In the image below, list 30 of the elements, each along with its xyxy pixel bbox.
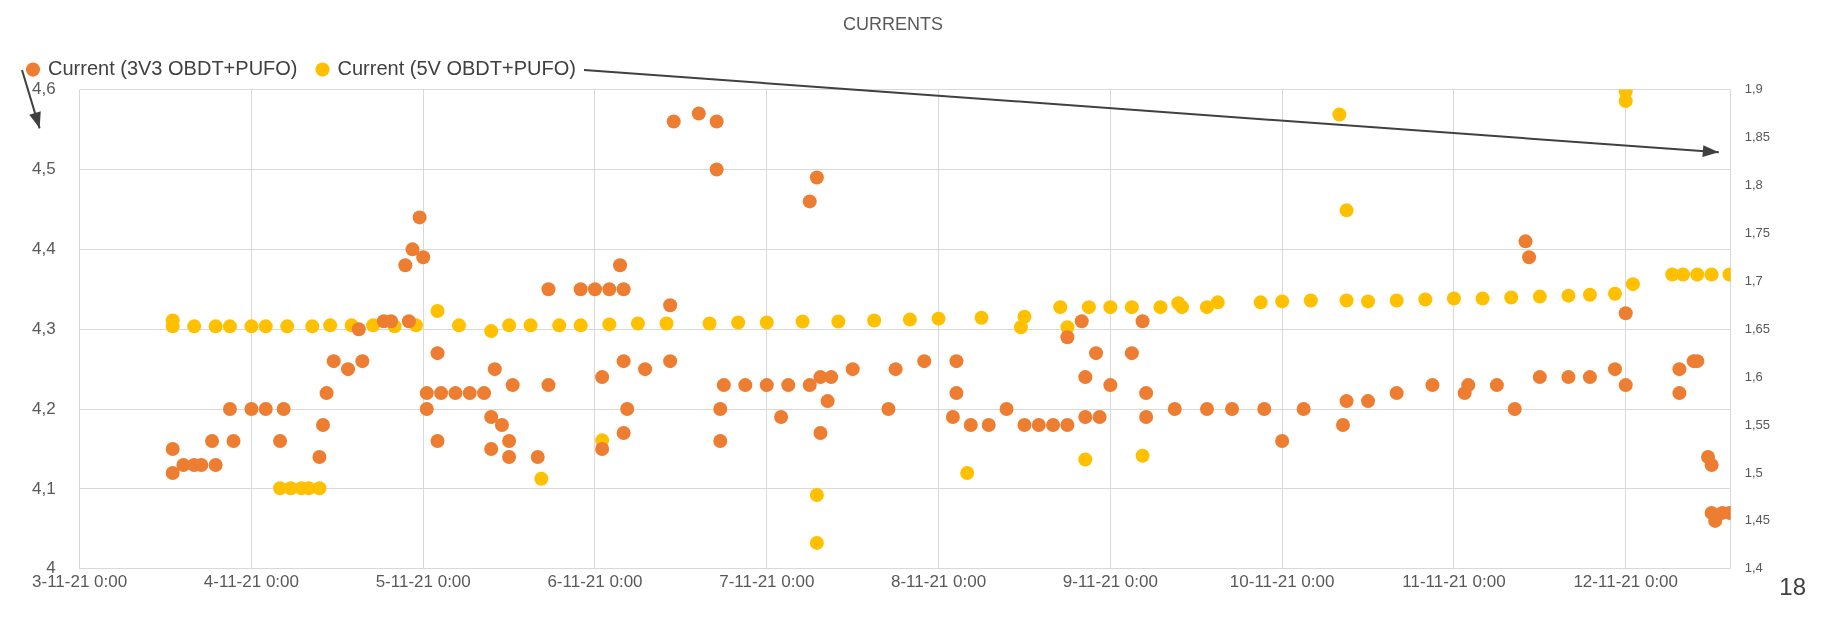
y2-tick-label: 1,5: [1744, 464, 1763, 480]
y-tick-label: 4,2: [31, 398, 56, 418]
y-tick-label: 4,3: [31, 318, 56, 338]
x-tick-label: 7-11-21 0:00: [719, 571, 815, 591]
y-tick-label: 4,1: [31, 478, 56, 498]
x-tick-label: 6-11-21 0:00: [547, 571, 643, 591]
y2-tick-label: 1,9: [1744, 81, 1763, 97]
y2-tick-label: 1,6: [1744, 368, 1763, 384]
x-tick-label: 4-11-21 0:00: [203, 571, 299, 591]
x-tick-label: 10-11-21 0:00: [1229, 571, 1335, 591]
y-tick-label: 4,4: [31, 239, 56, 259]
y-tick-label: 4,6: [31, 79, 56, 99]
y2-tick-label: 1,4: [1744, 560, 1763, 576]
y2-tick-label: 1,65: [1744, 320, 1771, 336]
y-tick-label: 4,5: [31, 159, 56, 179]
y2-tick-label: 1,7: [1744, 272, 1763, 288]
x-tick-label: 11-11-21 0:00: [1402, 571, 1506, 591]
legend-label: Current (3V3 OBDT+PUFO): [48, 57, 298, 80]
y2-tick-label: 1,55: [1744, 416, 1771, 432]
x-tick-label: 12-11-21 0:00: [1573, 571, 1679, 591]
y2-tick-label: 1,85: [1744, 129, 1771, 145]
legend-label: Current (5V OBDT+PUFO): [337, 57, 576, 80]
y2-tick-label: 1,45: [1744, 512, 1771, 528]
chart-title: CURRENTS: [842, 13, 944, 34]
x-tick-label: 5-11-21 0:00: [375, 571, 471, 591]
x-tick-label: 9-11-21 0:00: [1062, 571, 1158, 591]
y2-tick-label: 1,8: [1744, 177, 1763, 193]
y2-tick-label: 1,75: [1744, 224, 1771, 240]
text: 18: [1779, 573, 1806, 601]
x-tick-label: 8-11-21 0:00: [890, 571, 987, 591]
